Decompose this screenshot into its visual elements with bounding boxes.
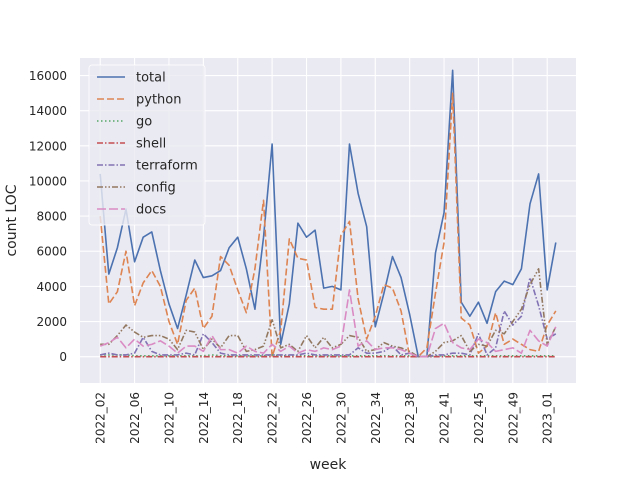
legend-label-docs: docs xyxy=(136,203,166,218)
x-tick-label: 2022_22 xyxy=(266,392,280,444)
legend-label-config: config xyxy=(136,181,176,196)
legend-box xyxy=(88,64,206,226)
series-line-config xyxy=(100,268,557,358)
y-axis-label: count LOC xyxy=(4,184,20,256)
series-line-terraform xyxy=(100,276,557,358)
legend-label-python: python xyxy=(136,93,181,108)
legend: total python go shell terraform config docs xyxy=(88,64,206,226)
series-line-total xyxy=(99,69,557,358)
x-tick-label: 2022_38 xyxy=(403,392,417,444)
x-tick-label: 2022_49 xyxy=(506,392,520,444)
series-lines xyxy=(99,69,557,358)
x-tick-label: 2022_18 xyxy=(231,392,245,444)
legend-label-terraform: terraform xyxy=(136,159,198,174)
x-tick-label: 2023_01 xyxy=(541,392,555,444)
y-tick-label: 4000 xyxy=(36,280,67,294)
legend-label-go: go xyxy=(136,115,152,130)
x-tick-label: 2022_30 xyxy=(334,392,348,444)
y-tick-label: 8000 xyxy=(36,210,67,224)
y-axis-ticks: 0 2000 4000 6000 8000 10000 12000 14000 16000 xyxy=(29,69,67,364)
y-tick-label: 10000 xyxy=(29,174,67,188)
y-tick-label: 6000 xyxy=(36,245,67,259)
series-line-go xyxy=(100,354,556,358)
y-tick-label: 0 xyxy=(59,350,67,364)
x-axis-ticks: 2022_02 2022_06 2022_10 2022_14 2022_18 2022_… xyxy=(94,392,555,444)
x-tick-label: 2022_14 xyxy=(197,392,211,444)
x-tick-label: 2022_26 xyxy=(300,392,314,444)
y-tick-label: 12000 xyxy=(29,139,67,153)
x-tick-label: 2022_02 xyxy=(94,392,108,444)
series-line-docs xyxy=(99,289,557,358)
x-axis-label: week xyxy=(310,457,348,473)
x-tick-label: 2022_34 xyxy=(369,392,383,444)
x-tick-label: 2022_41 xyxy=(438,392,452,444)
legend-label-total: total xyxy=(136,71,166,86)
y-tick-label: 16000 xyxy=(29,69,67,83)
legend-label-shell: shell xyxy=(136,137,166,152)
series-line-python xyxy=(99,92,557,358)
x-tick-label: 2022_10 xyxy=(162,392,176,444)
x-tick-label: 2022_45 xyxy=(472,392,486,444)
x-tick-label: 2022_06 xyxy=(128,392,142,444)
y-tick-label: 2000 xyxy=(36,315,67,329)
y-tick-label: 14000 xyxy=(29,104,67,118)
